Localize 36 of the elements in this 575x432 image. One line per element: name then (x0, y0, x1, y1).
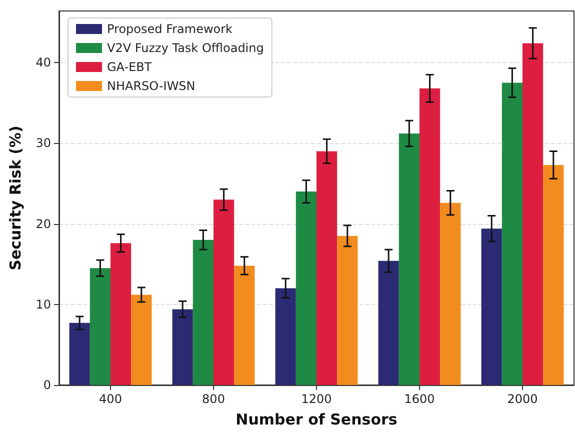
bar (234, 266, 255, 385)
bar (420, 88, 440, 385)
bar (337, 236, 358, 385)
y-tick-label: 0 (43, 378, 51, 392)
bar (543, 164, 564, 385)
y-tick-label: 20 (36, 216, 51, 231)
bar (172, 309, 193, 385)
bar (296, 192, 316, 385)
y-tick-label: 10 (36, 297, 51, 312)
y-tick-label: 40 (36, 56, 51, 70)
bar (69, 322, 90, 385)
x-tick-label: 2000 (507, 392, 538, 406)
bar (192, 240, 214, 385)
legend-label: GA-EBT (107, 60, 152, 74)
bar (481, 228, 502, 385)
bar (90, 268, 110, 385)
bar (398, 134, 420, 385)
bar (522, 43, 544, 385)
x-tick-label: 1600 (404, 392, 435, 406)
bar (378, 260, 399, 385)
x-tick-label: 800 (202, 392, 225, 406)
x-axis-title: Number of Sensors (236, 410, 398, 428)
bar (275, 288, 296, 385)
legend-label: NHARSO-IWSN (107, 79, 196, 93)
bar (214, 200, 234, 385)
bar (316, 151, 338, 385)
bar (502, 82, 522, 385)
y-tick-label: 30 (36, 136, 51, 150)
bar (110, 243, 132, 385)
y-axis-title: Security Risk (%) (6, 126, 24, 270)
bar (440, 202, 461, 385)
legend-label: Proposed Framework (107, 22, 233, 36)
x-tick-label: 400 (99, 392, 122, 406)
bar (131, 294, 152, 385)
x-tick-label: 1200 (301, 392, 332, 406)
legend-label: V2V Fuzzy Task Offloading (107, 41, 264, 55)
